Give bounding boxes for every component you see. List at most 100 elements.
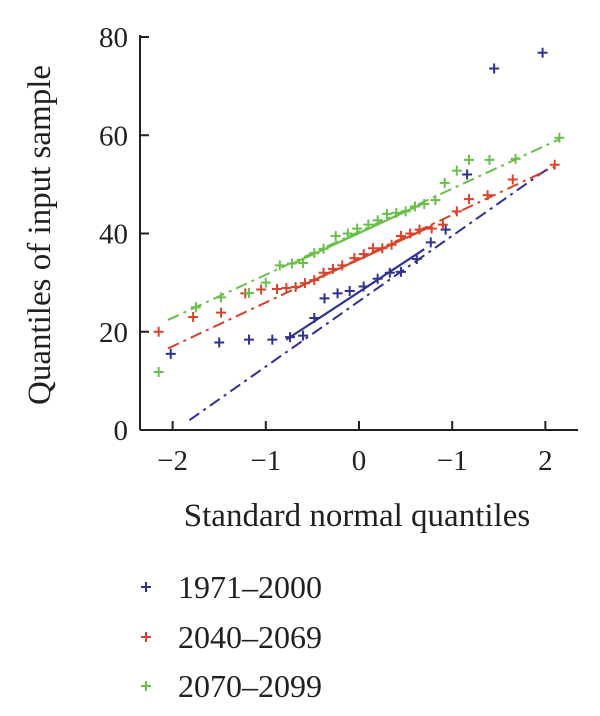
y-tick-label: 0 <box>114 415 129 447</box>
data-point <box>425 237 436 248</box>
fit-extension-line <box>188 166 551 421</box>
data-point <box>367 243 378 254</box>
data-point <box>554 132 565 143</box>
data-point <box>309 312 320 323</box>
y-axis-title: Quantiles of input sample <box>22 65 58 405</box>
data-point <box>332 288 343 299</box>
data-point <box>188 312 199 323</box>
fit-line <box>285 248 425 341</box>
data-point <box>267 334 278 345</box>
data-point <box>462 169 473 180</box>
data-point <box>165 348 176 359</box>
data-point <box>298 330 309 341</box>
data-point <box>463 194 474 205</box>
data-point <box>349 253 360 264</box>
y-tick-label: 80 <box>99 22 128 54</box>
data-point <box>400 206 411 217</box>
data-point <box>298 257 309 268</box>
data-point <box>489 63 500 74</box>
data-point <box>386 239 397 250</box>
data-point <box>216 292 227 303</box>
data-point <box>358 249 369 260</box>
data-point <box>405 228 416 239</box>
legend-marker <box>141 582 151 592</box>
data-point <box>286 258 297 269</box>
data-point <box>414 224 425 235</box>
fit-lines <box>167 138 560 421</box>
data-point <box>439 177 450 188</box>
fit-extension-line <box>167 165 556 350</box>
data-point <box>281 283 292 294</box>
x-tick-label: −2 <box>157 445 188 477</box>
legend-marker <box>141 632 151 642</box>
legend: 1971–2000 2040–2069 2070–2099 <box>141 569 322 704</box>
data-point <box>430 195 441 206</box>
data-point <box>318 243 329 254</box>
data-point <box>437 219 448 230</box>
data-point <box>510 153 521 164</box>
data-point <box>309 248 320 259</box>
legend-marker <box>141 681 151 691</box>
data-point <box>330 230 341 241</box>
data-point <box>260 277 271 288</box>
data-point <box>549 159 560 170</box>
x-tick-label: 0 <box>352 445 367 477</box>
data-point <box>426 223 437 234</box>
axis-ticks: 0 20 40 60 80 −2 −1 0 −1 2 <box>99 22 553 477</box>
data-point <box>463 154 474 165</box>
data-point <box>395 266 406 277</box>
data-point <box>214 337 225 348</box>
data-point <box>451 165 462 176</box>
y-tick-label: 60 <box>99 120 128 152</box>
data-point <box>344 285 355 296</box>
data-point <box>419 199 430 210</box>
data-point <box>411 254 422 265</box>
x-tick-label: −1 <box>437 445 468 477</box>
data-point <box>244 334 255 345</box>
data-point <box>216 307 227 318</box>
data-point <box>381 208 392 219</box>
data-point <box>363 219 374 230</box>
data-point <box>484 154 495 165</box>
legend-label: 2040–2069 <box>178 619 322 655</box>
data-point <box>327 263 338 274</box>
data-point <box>153 367 164 378</box>
data-point <box>451 206 462 217</box>
data-point <box>377 243 388 254</box>
legend-label: 2070–2099 <box>178 668 322 704</box>
data-point <box>290 282 301 293</box>
data-point <box>256 284 267 295</box>
data-point <box>285 332 296 343</box>
data-point <box>395 230 406 241</box>
data-point <box>352 223 363 234</box>
data-point <box>318 267 329 278</box>
data-point <box>342 228 353 239</box>
data-point <box>244 287 255 298</box>
data-point <box>271 284 282 295</box>
data-point <box>299 278 310 289</box>
data-point <box>391 207 402 218</box>
y-tick-label: 40 <box>99 219 128 251</box>
x-axis-title: Standard normal quantiles <box>184 498 530 534</box>
data-points <box>153 47 565 378</box>
data-point <box>384 267 395 278</box>
data-point <box>372 215 383 226</box>
data-point <box>372 273 383 284</box>
data-point <box>358 281 369 292</box>
data-point <box>337 260 348 271</box>
data-point <box>190 302 201 313</box>
data-point <box>507 174 518 185</box>
y-tick-label: 20 <box>99 317 128 349</box>
fit-extension-line <box>167 138 560 321</box>
data-point <box>309 275 320 286</box>
data-point <box>319 293 330 304</box>
x-tick-label: −1 <box>250 445 281 477</box>
legend-label: 1971–2000 <box>178 569 322 605</box>
x-tick-label: 2 <box>538 445 553 477</box>
data-point <box>409 201 420 212</box>
data-point <box>482 190 493 201</box>
data-point <box>153 326 164 337</box>
data-point <box>274 260 285 271</box>
data-point <box>537 47 548 58</box>
